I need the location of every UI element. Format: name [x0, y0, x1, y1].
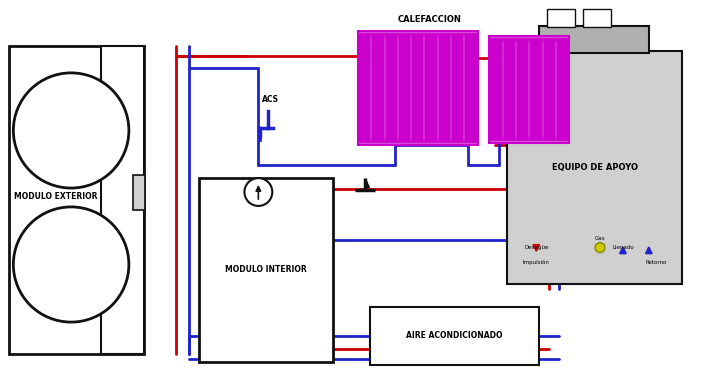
Bar — [491, 39, 502, 140]
Bar — [489, 36, 569, 42]
Bar — [399, 34, 410, 142]
Bar — [101, 46, 144, 354]
Bar — [465, 34, 477, 142]
Bar — [517, 39, 528, 140]
Bar — [557, 39, 568, 140]
Circle shape — [13, 207, 129, 322]
Bar — [439, 34, 450, 142]
Text: Gas: Gas — [595, 236, 605, 241]
Bar — [530, 39, 541, 140]
Bar — [359, 34, 370, 142]
Circle shape — [595, 243, 605, 253]
Text: MODULO INTERIOR: MODULO INTERIOR — [225, 265, 307, 274]
Text: Llenado: Llenado — [612, 245, 634, 249]
Text: AIRE ACONDICIONADO: AIRE ACONDICIONADO — [406, 332, 503, 341]
Bar — [358, 31, 477, 37]
Text: ACS: ACS — [262, 95, 279, 104]
Text: CALEFACCION: CALEFACCION — [398, 15, 462, 24]
Bar — [358, 31, 477, 145]
Bar — [199, 178, 333, 362]
Text: Desagüe: Desagüe — [524, 245, 548, 249]
Bar — [547, 9, 575, 27]
Bar — [373, 34, 384, 142]
Bar — [508, 51, 682, 284]
Text: MODULO EXTERIOR: MODULO EXTERIOR — [15, 192, 98, 201]
Text: EQUIPO DE APOYO: EQUIPO DE APOYO — [552, 163, 638, 172]
Bar — [452, 34, 463, 142]
Text: Impulsión: Impulsión — [523, 260, 550, 265]
Bar — [543, 39, 555, 140]
Bar — [358, 140, 477, 145]
Bar — [385, 34, 396, 142]
Bar — [504, 39, 515, 140]
Bar — [489, 137, 569, 143]
Bar — [9, 46, 144, 354]
Bar — [133, 175, 145, 210]
Circle shape — [245, 178, 272, 206]
Text: Retorno: Retorno — [645, 260, 666, 265]
Bar — [412, 34, 423, 142]
Circle shape — [13, 73, 129, 188]
Bar — [539, 26, 649, 53]
Bar — [489, 36, 569, 143]
Bar — [583, 9, 611, 27]
Bar — [425, 34, 437, 142]
Bar — [370, 307, 539, 365]
